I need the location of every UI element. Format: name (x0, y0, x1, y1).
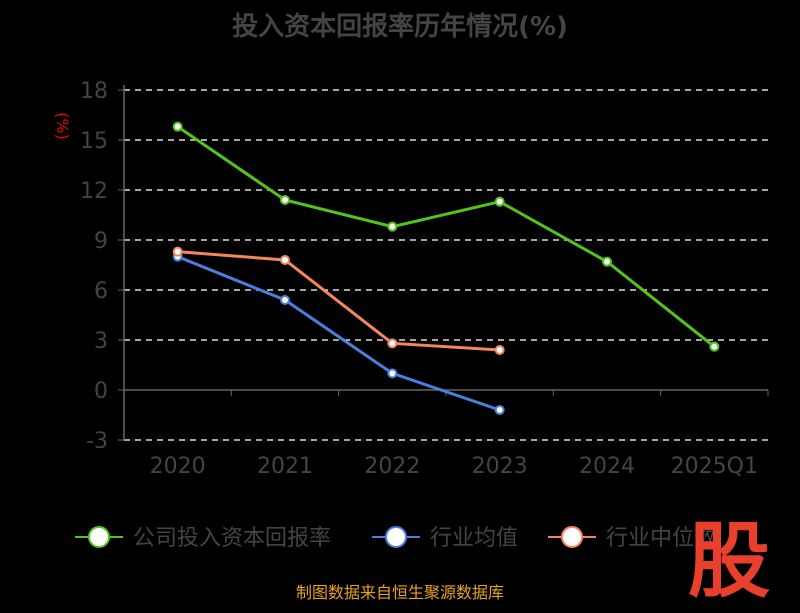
data-point (280, 195, 290, 205)
data-point (494, 405, 505, 415)
series-line (177, 255, 501, 412)
source-footer: 制图数据来自恒生聚源数据库 (295, 583, 504, 602)
data-point (387, 221, 398, 232)
line-chart: -3 0 3 6 9 12 15 18 2020 2021 2022 2023 2024 2025Q1 (%… (53, 79, 769, 551)
y-axis-label: (%) (53, 112, 72, 140)
x-tick-label: 2021 (257, 454, 313, 479)
data-point (494, 345, 505, 355)
legend-label: 行业中位数 (606, 526, 716, 551)
x-tick-label: 2025Q1 (671, 454, 758, 479)
data-point (387, 368, 398, 379)
x-tick-label: 2022 (364, 454, 420, 479)
y-tick-label: 3 (94, 329, 108, 354)
y-tick-label: 9 (94, 229, 108, 254)
data-point (602, 256, 612, 267)
legend-label: 公司投入资本回报率 (133, 526, 331, 551)
chart-title: 投入资本回报率历年情况(%) (232, 12, 568, 42)
watermark-logo: 股 (688, 513, 771, 609)
legend-marker (385, 526, 407, 548)
y-tick-label: 6 (94, 279, 108, 304)
y-tick-label: 18 (80, 79, 108, 104)
x-tick-label: 2023 (472, 454, 528, 479)
series-line (177, 250, 500, 352)
data-point (494, 196, 505, 207)
data-point (280, 255, 290, 265)
legend-marker (561, 526, 583, 548)
y-tick-label: 12 (80, 179, 108, 204)
y-tick-label: -3 (86, 429, 108, 454)
legend-label: 行业均值 (430, 526, 518, 551)
x-tick-label: 2020 (150, 454, 206, 479)
series-line (176, 125, 716, 348)
data-point (387, 338, 398, 349)
y-tick-label: 15 (80, 129, 108, 154)
legend-marker (88, 526, 110, 548)
data-point (280, 295, 290, 305)
x-tick-label: 2024 (579, 454, 635, 479)
y-tick-label: 0 (94, 379, 108, 404)
data-point (172, 121, 183, 132)
data-point (709, 341, 720, 352)
data-point (172, 246, 183, 257)
